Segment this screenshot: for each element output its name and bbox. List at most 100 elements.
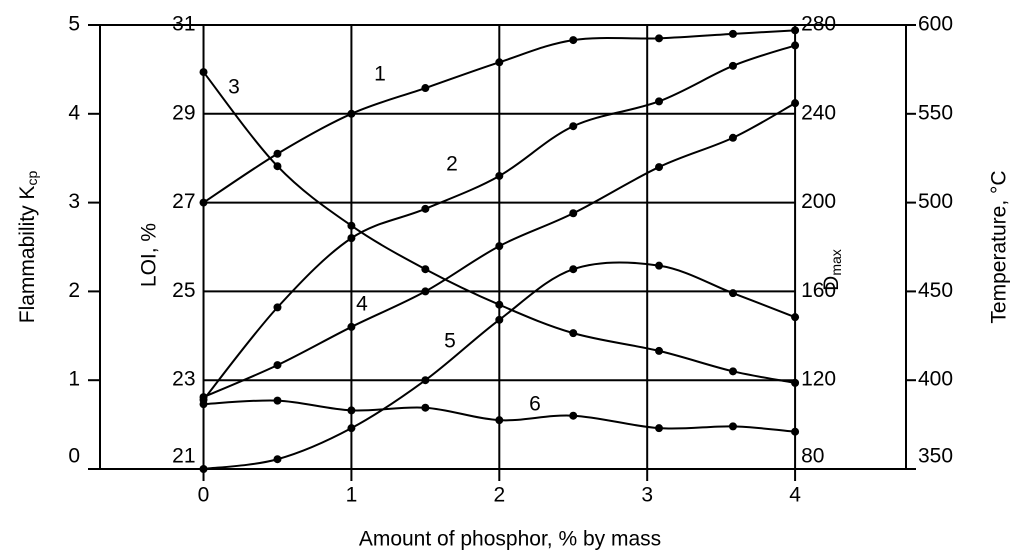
data-point: [569, 265, 578, 274]
dmax-tick-label: 200: [801, 190, 836, 213]
data-point: [273, 455, 282, 464]
series-curve: [202, 71, 796, 384]
y-tick-label: 1: [68, 368, 80, 391]
y2-tick-label: 550: [918, 101, 953, 124]
data-point: [273, 303, 282, 312]
dmax-label-main: D: [820, 276, 843, 291]
data-point: [655, 163, 664, 172]
loi-tick-label: 29: [172, 101, 195, 124]
curve-label: 6: [529, 393, 541, 416]
data-point: [199, 465, 208, 473]
data-point: [569, 36, 578, 45]
y2-axis-label: Temperature, °C: [988, 170, 1011, 323]
x-tick-label: 4: [789, 484, 801, 507]
data-point: [728, 422, 737, 431]
data-point: [495, 171, 504, 180]
loi-tick-label: 25: [172, 279, 195, 302]
dmax-tick-label: 160: [801, 279, 836, 302]
dmax-axis-label: Dmax: [820, 249, 844, 291]
dmax-tick-label: 80: [801, 445, 824, 468]
data-point: [347, 221, 356, 230]
data-point: [569, 122, 578, 131]
loi-axis-label: LOI, %: [138, 223, 161, 287]
data-point: [273, 162, 282, 171]
dmax-label-sub: max: [828, 249, 844, 275]
data-point: [728, 367, 737, 376]
data-point: [728, 133, 737, 142]
data-point: [421, 403, 430, 412]
data-point: [347, 109, 356, 118]
data-point: [569, 411, 578, 420]
x-tick-label: 2: [493, 484, 505, 507]
data-point: [495, 242, 504, 251]
data-point: [655, 34, 664, 43]
data-point: [495, 416, 504, 425]
curve-label: 3: [228, 76, 240, 99]
data-point: [495, 58, 504, 67]
y2-tick-label: 400: [918, 368, 953, 391]
x-tick-label: 1: [346, 484, 358, 507]
x-axis-label: Amount of phosphor, % by mass: [359, 528, 661, 551]
curve-label: 1: [374, 63, 386, 86]
y-tick-label: 2: [68, 279, 80, 302]
y-label-main: Flammability K: [16, 186, 39, 324]
y-axis-label: Flammability Kcp: [16, 171, 40, 324]
data-point: [421, 265, 430, 274]
data-point: [791, 99, 800, 108]
data-point: [347, 406, 356, 415]
dmax-tick-label: 280: [801, 13, 836, 36]
dmax-tick-label: 240: [801, 101, 836, 124]
data-point: [655, 424, 664, 433]
y2-tick-label: 600: [918, 13, 953, 36]
data-point: [655, 346, 664, 355]
data-point: [728, 61, 737, 70]
data-point: [421, 376, 430, 385]
data-point: [273, 396, 282, 405]
data-point: [273, 361, 282, 370]
y-tick-label: 3: [68, 190, 80, 213]
dmax-tick-label: 120: [801, 368, 836, 391]
y2-tick-label: 500: [918, 190, 953, 213]
data-point: [199, 68, 208, 77]
data-point: [791, 313, 800, 322]
loi-tick-label: 27: [172, 190, 195, 213]
curve-label: 5: [444, 330, 456, 353]
data-point: [728, 289, 737, 298]
data-point: [791, 26, 800, 35]
data-point: [728, 29, 737, 38]
data-point: [791, 41, 800, 50]
curve-label: 2: [446, 153, 458, 176]
y2-tick-label: 450: [918, 279, 953, 302]
data-point: [791, 427, 800, 436]
data-point: [495, 315, 504, 324]
data-point: [273, 149, 282, 158]
x-tick-label: 3: [641, 484, 653, 507]
data-point: [199, 400, 208, 409]
x-tick-label: 0: [198, 484, 210, 507]
data-point: [655, 261, 664, 270]
data-point: [569, 329, 578, 338]
data-point: [421, 204, 430, 213]
data-point: [347, 424, 356, 433]
y-tick-label: 0: [68, 445, 80, 468]
data-point: [569, 209, 578, 218]
y-tick-label: 5: [68, 13, 80, 36]
data-point: [421, 287, 430, 296]
loi-tick-label: 31: [172, 13, 195, 36]
y2-tick-label: 350: [918, 445, 953, 468]
loi-tick-label: 23: [172, 368, 195, 391]
data-point: [655, 97, 664, 106]
data-point: [199, 393, 208, 402]
data-point: [495, 300, 504, 309]
y-label-sub: cp: [24, 171, 40, 186]
data-point: [421, 84, 430, 93]
data-point: [347, 322, 356, 331]
curve-label: 4: [356, 293, 368, 316]
data-point: [791, 378, 800, 387]
loi-tick-label: 21: [172, 445, 195, 468]
series-curve: [202, 44, 796, 401]
data-point: [199, 198, 208, 207]
data-point: [347, 234, 356, 243]
y-tick-label: 4: [68, 101, 80, 124]
